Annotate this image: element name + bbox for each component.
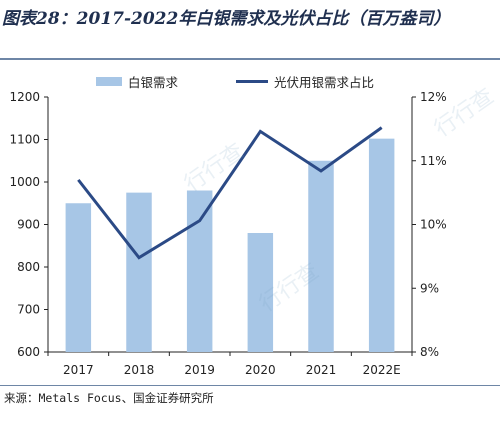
bar-2018	[126, 192, 152, 352]
legend-label-bars: 白银需求	[128, 75, 179, 90]
legend-item-line: 光伏用银需求占比	[236, 72, 374, 91]
chart-legend: 白银需求 光伏用银需求占比	[0, 72, 500, 90]
left-axis-tick-label: 900	[17, 218, 40, 232]
x-axis-tick-label: 2020	[245, 363, 276, 377]
x-axis-tick-label: 2018	[124, 363, 155, 377]
figure-title: 图表28：2017-2022年白银需求及光伏占比（百万盎司）	[2, 9, 451, 29]
right-axis-tick-label: 12%	[420, 90, 447, 104]
x-axis-tick-label: 2019	[184, 363, 215, 377]
title-rule	[0, 58, 500, 60]
right-axis-tick-label: 11%	[420, 154, 447, 168]
source-note: 来源：Metals Focus、国金证券研究所	[4, 391, 214, 405]
bar-2020	[247, 233, 274, 352]
right-axis-tick-label: 10%	[420, 218, 447, 232]
right-axis-tick-label: 8%	[420, 345, 439, 359]
bar-2022E	[368, 138, 395, 352]
x-axis-tick-label: 2022E	[363, 363, 401, 377]
bar-2019	[186, 190, 213, 352]
legend-label-line: 光伏用银需求占比	[274, 75, 375, 90]
left-axis-tick-label: 600	[17, 345, 40, 359]
right-axis-tick-label: 9%	[420, 281, 439, 295]
bar-2021	[308, 160, 334, 352]
x-axis-tick-label: 2017	[63, 363, 94, 377]
left-axis-tick-label: 700	[17, 303, 40, 317]
bar-2017	[65, 203, 92, 352]
left-axis-tick-label: 1100	[9, 133, 40, 147]
legend-item-bars: 白银需求	[96, 72, 178, 91]
x-axis-tick-label: 2021	[306, 363, 337, 377]
left-axis-tick-label: 1200	[9, 90, 40, 104]
pv-share-line	[77, 126, 383, 260]
left-axis-tick-label: 800	[17, 260, 40, 274]
legend-bar-swatch	[96, 77, 122, 86]
left-axis-tick-label: 1000	[9, 175, 40, 189]
source-rule	[0, 385, 500, 386]
legend-line-swatch	[236, 80, 268, 83]
